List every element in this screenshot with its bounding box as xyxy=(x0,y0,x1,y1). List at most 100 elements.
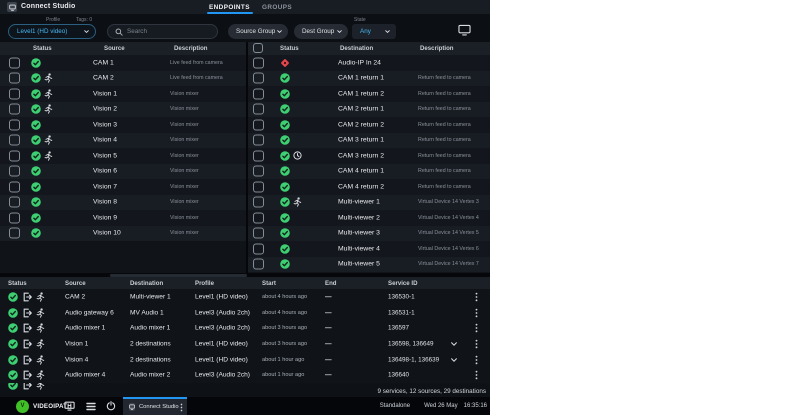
row-checkbox[interactable] xyxy=(253,119,264,130)
kebab-menu-icon[interactable] xyxy=(474,355,479,365)
endpoint-description: Virtual Device 14 Vertex 4 xyxy=(418,215,479,221)
row-checkbox[interactable] xyxy=(9,181,20,192)
col-end: End xyxy=(325,280,337,287)
destination-row[interactable]: CAM 1 return 1Return feed to camera xyxy=(248,71,490,87)
row-checkbox[interactable] xyxy=(9,104,20,115)
source-row[interactable]: Vision 7Vision mixer xyxy=(0,179,246,195)
active-service-icon xyxy=(36,355,45,365)
destination-row[interactable]: CAM 2 return 1Return feed to camera xyxy=(248,102,490,118)
endpoint-name: Audio-IP In 24 xyxy=(338,59,381,66)
status-icons xyxy=(31,182,41,192)
endpoint-description: Return feed to camera xyxy=(418,75,471,81)
row-checkbox[interactable] xyxy=(9,88,20,99)
service-end: — xyxy=(325,325,332,332)
row-checkbox[interactable] xyxy=(9,228,20,239)
screenshot-canvas: Connect Studio ENDPOINTS GROUPS Profile … xyxy=(0,0,800,415)
chevron-down-icon[interactable] xyxy=(450,340,458,348)
row-checkbox[interactable] xyxy=(253,212,264,223)
source-group-select[interactable]: Source Group xyxy=(228,24,288,39)
source-row[interactable]: Vision 8Vision mixer xyxy=(0,195,246,211)
source-row[interactable]: Vision 6Vision mixer xyxy=(0,164,246,180)
tab-groups[interactable]: GROUPS xyxy=(262,4,292,11)
row-checkbox[interactable] xyxy=(253,73,264,84)
row-checkbox[interactable] xyxy=(253,104,264,115)
search-input[interactable] xyxy=(127,28,207,35)
row-checkbox[interactable] xyxy=(9,212,20,223)
tab-endpoints[interactable]: ENDPOINTS xyxy=(209,4,250,11)
row-checkbox[interactable] xyxy=(253,228,264,239)
service-row[interactable]: Audio mixer 4Audio mixer 2Level3 (Audio … xyxy=(0,367,490,383)
kebab-menu-icon[interactable] xyxy=(474,323,479,333)
source-row[interactable]: Vision 9Vision mixer xyxy=(0,210,246,226)
kebab-menu-icon[interactable] xyxy=(474,339,479,349)
row-checkbox[interactable] xyxy=(253,88,264,99)
kebab-menu-icon[interactable] xyxy=(474,308,479,318)
source-row[interactable]: Vision 4Vision mixer xyxy=(0,133,246,149)
destination-row[interactable]: CAM 4 return 1Return feed to camera xyxy=(248,164,490,180)
row-checkbox[interactable] xyxy=(9,197,20,208)
row-checkbox[interactable] xyxy=(9,73,20,84)
source-row[interactable]: Vision 10Vision mixer xyxy=(0,226,246,242)
row-checkbox[interactable] xyxy=(253,197,264,208)
power-icon[interactable] xyxy=(104,400,118,412)
dest-group-select[interactable]: Dest Group xyxy=(294,24,348,39)
endpoint-name: Multi-viewer 3 xyxy=(338,230,380,237)
select-all-checkbox[interactable] xyxy=(253,43,263,53)
row-checkbox[interactable] xyxy=(9,119,20,130)
destination-row[interactable]: Multi-viewer 4Virtual Device 14 Vertex 6 xyxy=(248,241,490,257)
row-checkbox[interactable] xyxy=(253,259,264,270)
kebab-menu-icon[interactable] xyxy=(179,403,184,412)
source-row[interactable]: Vision 2Vision mixer xyxy=(0,102,246,118)
chevron-down-icon[interactable] xyxy=(450,356,458,364)
destination-row[interactable]: CAM 2 return 2Return feed to camera xyxy=(248,117,490,133)
row-checkbox[interactable] xyxy=(9,57,20,68)
destination-row[interactable]: CAM 3 return 1Return feed to camera xyxy=(248,133,490,149)
destination-row[interactable]: Multi-viewer 5Virtual Device 14 Vertex 7 xyxy=(248,257,490,273)
app-icon xyxy=(7,2,17,12)
row-checkbox[interactable] xyxy=(9,150,20,161)
mode-label: Standalone xyxy=(380,403,410,409)
menu-icon[interactable] xyxy=(84,400,98,412)
row-checkbox[interactable] xyxy=(253,166,264,177)
destination-row[interactable]: Multi-viewer 3Virtual Device 14 Vertex 5 xyxy=(248,226,490,242)
row-checkbox[interactable] xyxy=(253,135,264,146)
row-checkbox[interactable] xyxy=(253,243,264,254)
service-row[interactable]: Audio gateway 6MV Audio 1Level3 (Audio 2… xyxy=(0,305,490,321)
service-start: about 3 hours ago xyxy=(262,341,307,347)
kebab-menu-icon[interactable] xyxy=(474,370,479,380)
status-ok-icon xyxy=(8,370,18,380)
source-row[interactable]: CAM 2Live feed from camera xyxy=(0,71,246,87)
destination-row[interactable]: Multi-viewer 2Virtual Device 14 Vertex 4 xyxy=(248,210,490,226)
service-row[interactable]: CAM 2Multi-viewer 1Level1 (HD video)abou… xyxy=(0,289,490,305)
display-icon[interactable] xyxy=(456,22,472,37)
status-ok-icon xyxy=(31,213,41,223)
destination-row[interactable]: CAM 4 return 2Return feed to camera xyxy=(248,179,490,195)
service-row[interactable]: Vision 42 destinationsLevel1 (HD video)a… xyxy=(0,352,490,368)
service-row[interactable]: Vision 12 destinationsLevel1 (HD video)a… xyxy=(0,336,490,352)
destination-row[interactable]: Audio-IP In 24 xyxy=(248,55,490,71)
source-row[interactable]: Vision 5Vision mixer xyxy=(0,148,246,164)
source-row[interactable]: CAM 1Live feed from camera xyxy=(0,55,246,71)
destination-row[interactable]: CAM 3 return 2Return feed to camera xyxy=(248,148,490,164)
kebab-menu-icon[interactable] xyxy=(474,292,479,302)
status-ok-icon xyxy=(280,228,290,238)
row-checkbox[interactable] xyxy=(9,135,20,146)
search-box[interactable] xyxy=(107,24,218,39)
taskbar-tab-connect-studio[interactable]: Connect Studio xyxy=(123,397,187,415)
monitor-icon[interactable] xyxy=(62,400,76,412)
row-checkbox[interactable] xyxy=(9,166,20,177)
status-ok-icon xyxy=(280,151,290,161)
row-checkbox[interactable] xyxy=(253,181,264,192)
row-checkbox[interactable] xyxy=(253,57,264,68)
service-row[interactable]: Audio mixer 1Audio mixer 1Level3 (Audio … xyxy=(0,320,490,336)
row-checkbox[interactable] xyxy=(253,150,264,161)
source-row[interactable]: Vision 1Vision mixer xyxy=(0,86,246,102)
status-ok-icon xyxy=(31,166,41,176)
state-select[interactable]: Any xyxy=(352,24,396,39)
destination-row[interactable]: CAM 1 return 2Return feed to camera xyxy=(248,86,490,102)
active-service-icon xyxy=(36,323,45,333)
profile-select[interactable]: Level1 (HD video) xyxy=(8,24,96,39)
source-row[interactable]: Vision 3Vision mixer xyxy=(0,117,246,133)
status-icons xyxy=(280,228,290,238)
destination-row[interactable]: Multi-viewer 1Virtual Device 14 Vertex 3 xyxy=(248,195,490,211)
